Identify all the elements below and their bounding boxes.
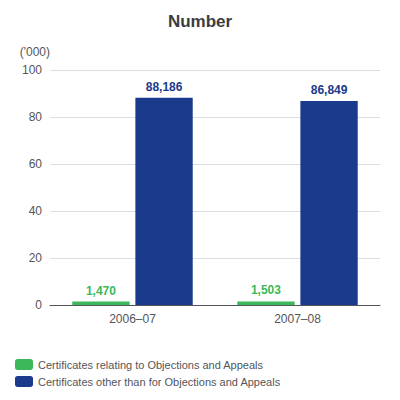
svg-text:1,503: 1,503 bbox=[251, 283, 281, 297]
svg-text:88,186: 88,186 bbox=[146, 80, 183, 94]
svg-text:1,470: 1,470 bbox=[86, 284, 116, 298]
svg-text:80: 80 bbox=[29, 110, 43, 124]
svg-text:40: 40 bbox=[29, 204, 43, 218]
svg-text:Certificates relating to Objec: Certificates relating to Objections and … bbox=[38, 359, 264, 371]
svg-text:('000): ('000) bbox=[20, 45, 50, 59]
svg-text:2007–08: 2007–08 bbox=[274, 312, 321, 326]
svg-text:Certificates other than for Ob: Certificates other than for Objections a… bbox=[38, 376, 281, 388]
svg-text:Number: Number bbox=[168, 12, 233, 31]
svg-text:0: 0 bbox=[35, 298, 42, 312]
svg-text:2006–07: 2006–07 bbox=[109, 312, 156, 326]
svg-text:86,849: 86,849 bbox=[311, 83, 348, 97]
svg-text:100: 100 bbox=[22, 63, 42, 77]
svg-text:20: 20 bbox=[29, 251, 43, 265]
svg-text:60: 60 bbox=[29, 157, 43, 171]
